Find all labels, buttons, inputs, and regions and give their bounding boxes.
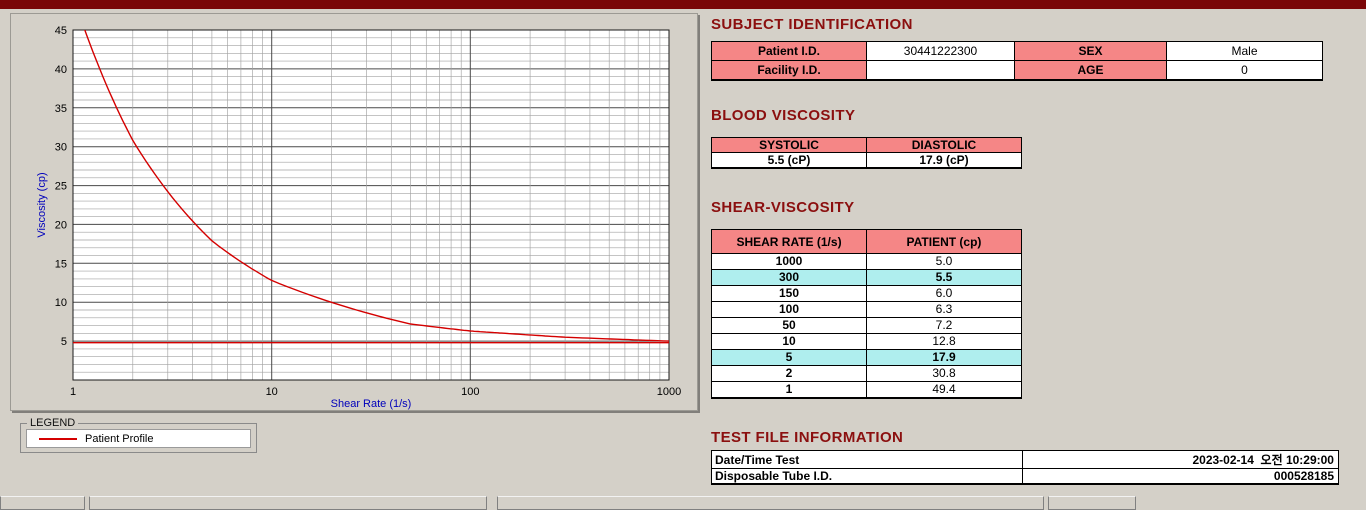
patient-value-cell: 5.5 bbox=[866, 269, 1022, 286]
diastolic-header: DIASTOLIC bbox=[866, 137, 1022, 153]
table-row: 300 5.5 bbox=[711, 269, 1022, 286]
y-tick-label: 35 bbox=[55, 103, 67, 115]
y-tick-label: 30 bbox=[55, 142, 67, 154]
systolic-value: 5.5 (cP) bbox=[711, 152, 867, 169]
patient-cp-header: PATIENT (cp) bbox=[866, 229, 1022, 254]
table-row: 2 30.8 bbox=[711, 365, 1022, 382]
patient-value-cell: 30.8 bbox=[866, 365, 1022, 382]
viscosity-chart: 45 40 35 30 25 20 15 10 5 1 10 100 1000 Shear Rate (1… bbox=[11, 14, 699, 417]
y-tick-label: 20 bbox=[55, 219, 67, 231]
x-axis-label: Shear Rate (1/s) bbox=[331, 398, 412, 410]
patient-id-value: 30441222300 bbox=[866, 41, 1015, 61]
y-tick-label: 10 bbox=[55, 297, 67, 309]
x-tick-label: 1 bbox=[70, 386, 76, 398]
test-file-table: Date/Time Test 2023-02-14 오전 10:29:00 Di… bbox=[711, 450, 1339, 485]
facility-id-value bbox=[866, 60, 1015, 81]
y-tick-label: 40 bbox=[55, 64, 67, 76]
shear-rate-cell: 10 bbox=[711, 333, 867, 350]
table-row: 10 12.8 bbox=[711, 333, 1022, 350]
blood-viscosity-heading: BLOOD VISCOSITY bbox=[711, 107, 856, 124]
table-header-row: SHEAR RATE (1/s) PATIENT (cp) bbox=[711, 229, 1022, 254]
legend-entry: Patient Profile bbox=[26, 429, 251, 448]
patient-value-cell: 6.3 bbox=[866, 301, 1022, 318]
age-value: 0 bbox=[1166, 60, 1323, 81]
shear-viscosity-table: SHEAR RATE (1/s) PATIENT (cp) 1000 5.0 3… bbox=[711, 229, 1022, 399]
table-row: Disposable Tube I.D. 000528185 bbox=[711, 468, 1339, 485]
legend-entry-label: Patient Profile bbox=[85, 432, 154, 445]
x-tick-label: 100 bbox=[461, 386, 479, 398]
y-tick-label: 15 bbox=[55, 258, 67, 270]
facility-id-label: Facility I.D. bbox=[711, 60, 867, 81]
table-row: 1 49.4 bbox=[711, 381, 1022, 399]
disposable-tube-label: Disposable Tube I.D. bbox=[711, 468, 1023, 485]
shear-rate-cell: 1000 bbox=[711, 253, 867, 270]
patient-value-cell: 7.2 bbox=[866, 317, 1022, 334]
date-time-label: Date/Time Test bbox=[711, 450, 1023, 469]
y-tick-label: 25 bbox=[55, 181, 67, 193]
shear-rate-cell: 150 bbox=[711, 285, 867, 302]
shear-rate-cell: 2 bbox=[711, 365, 867, 382]
titlebar bbox=[0, 0, 1366, 9]
table-header-row: SYSTOLIC DIASTOLIC bbox=[711, 137, 1022, 153]
y-tick-label: 5 bbox=[61, 336, 67, 348]
patient-value-cell: 17.9 bbox=[866, 349, 1022, 366]
x-tick-label: 10 bbox=[266, 386, 278, 398]
table-row: 5.5 (cP) 17.9 (cP) bbox=[711, 152, 1022, 169]
shear-rate-cell: 5 bbox=[711, 349, 867, 366]
plot-area bbox=[73, 30, 669, 380]
table-row: 50 7.2 bbox=[711, 317, 1022, 334]
x-tick-label: 1000 bbox=[657, 386, 681, 398]
blood-viscosity-table: SYSTOLIC DIASTOLIC 5.5 (cP) 17.9 (cP) bbox=[711, 137, 1022, 169]
table-row: 100 6.3 bbox=[711, 301, 1022, 318]
table-row: Patient I.D. 30441222300 SEX Male bbox=[711, 41, 1323, 61]
systolic-header: SYSTOLIC bbox=[711, 137, 867, 153]
disposable-tube-value: 000528185 bbox=[1022, 468, 1339, 485]
shear-rate-header: SHEAR RATE (1/s) bbox=[711, 229, 867, 254]
y-tick-label: 45 bbox=[55, 25, 67, 37]
viscosity-chart-panel: 45 40 35 30 25 20 15 10 5 1 10 100 1000 Shear Rate (1… bbox=[10, 13, 698, 411]
patient-id-label: Patient I.D. bbox=[711, 41, 867, 61]
shear-rate-cell: 300 bbox=[711, 269, 867, 286]
patient-profile-curve bbox=[84, 30, 669, 342]
shear-rate-cell: 1 bbox=[711, 381, 867, 399]
patient-value-cell: 49.4 bbox=[866, 381, 1022, 399]
subject-identification-heading: SUBJECT IDENTIFICATION bbox=[711, 16, 913, 33]
table-row: 150 6.0 bbox=[711, 285, 1022, 302]
table-row: 1000 5.0 bbox=[711, 253, 1022, 270]
shear-rate-cell: 100 bbox=[711, 301, 867, 318]
table-row: Date/Time Test 2023-02-14 오전 10:29:00 bbox=[711, 450, 1339, 469]
sex-value: Male bbox=[1166, 41, 1323, 61]
y-axis-label: Viscosity (cp) bbox=[36, 172, 48, 237]
age-label: AGE bbox=[1014, 60, 1167, 81]
diastolic-value: 17.9 (cP) bbox=[866, 152, 1022, 169]
patient-value-cell: 6.0 bbox=[866, 285, 1022, 302]
legend-title: LEGEND bbox=[27, 417, 79, 429]
shear-viscosity-heading: SHEAR-VISCOSITY bbox=[711, 199, 855, 216]
shear-rate-cell: 50 bbox=[711, 317, 867, 334]
table-row: 5 17.9 bbox=[711, 349, 1022, 366]
patient-value-cell: 12.8 bbox=[866, 333, 1022, 350]
subject-identification-table: Patient I.D. 30441222300 SEX Male Facili… bbox=[711, 41, 1323, 81]
chart-legend: LEGEND Patient Profile bbox=[20, 417, 257, 453]
sex-label: SEX bbox=[1014, 41, 1167, 61]
legend-line-swatch bbox=[39, 437, 77, 440]
table-row: Facility I.D. AGE 0 bbox=[711, 60, 1323, 81]
date-time-value: 2023-02-14 오전 10:29:00 bbox=[1022, 450, 1339, 469]
patient-value-cell: 5.0 bbox=[866, 253, 1022, 270]
test-file-information-heading: TEST FILE INFORMATION bbox=[711, 429, 904, 446]
